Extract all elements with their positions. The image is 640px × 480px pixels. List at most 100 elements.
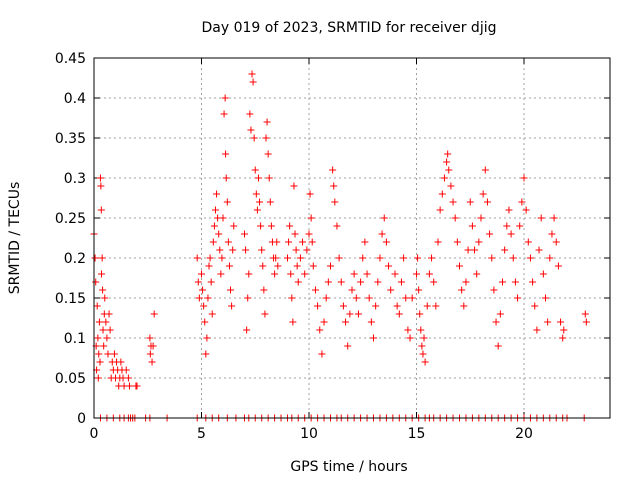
data-point: [247, 126, 255, 134]
data-point: [380, 214, 388, 222]
data-point: [96, 358, 104, 366]
data-point: [245, 270, 253, 278]
data-point: [273, 238, 281, 246]
data-point: [284, 254, 291, 262]
data-point: [370, 334, 377, 342]
data-point: [254, 174, 262, 182]
y-tick-label: 0.05: [55, 371, 86, 387]
data-point: [520, 174, 528, 182]
data-point: [95, 350, 103, 358]
grid-lines: [94, 58, 610, 418]
data-point: [330, 182, 338, 190]
data-point: [209, 238, 217, 246]
x-axis-ticks: 0 5 10 15 20: [90, 58, 533, 442]
data-point: [252, 190, 260, 198]
data-point: [150, 310, 158, 318]
data-point: [505, 206, 513, 214]
data-point: [320, 318, 328, 326]
data-point: [488, 254, 496, 262]
data-point: [376, 254, 384, 262]
data-point: [438, 190, 446, 198]
data-point: [550, 214, 558, 222]
data-point: [229, 246, 237, 254]
data-point: [294, 278, 302, 286]
data-point: [420, 334, 428, 342]
data-point: [348, 286, 356, 294]
data-point: [408, 294, 416, 302]
x-tick-label: 10: [300, 426, 318, 442]
data-point: [385, 262, 393, 270]
data-point: [102, 318, 110, 326]
data-point: [483, 198, 491, 206]
data-point: [535, 246, 543, 254]
data-point: [404, 326, 412, 334]
data-point: [265, 174, 273, 182]
data-point: [222, 174, 230, 182]
data-point: [511, 278, 519, 286]
data-point: [262, 134, 270, 142]
data-point: [430, 278, 438, 286]
data-point: [243, 326, 251, 334]
data-point: [264, 150, 272, 158]
y-axis-label: SRMTID / TECUs: [7, 182, 23, 295]
data-point: [244, 294, 252, 302]
data-point: [96, 174, 104, 182]
data-point: [365, 294, 373, 302]
data-point: [292, 246, 300, 254]
data-point: [301, 270, 309, 278]
data-point: [285, 238, 293, 246]
data-point: [402, 294, 410, 302]
data-point: [227, 286, 235, 294]
data-point: [372, 302, 380, 310]
y-tick-label: 0: [77, 411, 86, 427]
data-point: [98, 270, 106, 278]
data-point: [444, 150, 452, 158]
data-point: [406, 334, 414, 342]
data-point: [546, 254, 554, 262]
data-point: [421, 358, 429, 366]
y-tick-label: 0.35: [55, 131, 86, 147]
data-point: [201, 318, 209, 326]
data-point: [222, 150, 230, 158]
x-tick-label: 5: [197, 426, 206, 442]
data-point: [100, 342, 108, 350]
data-point: [418, 342, 426, 350]
data-point: [101, 294, 109, 302]
data-point: [204, 294, 212, 302]
data-point: [492, 318, 500, 326]
data-point: [514, 294, 522, 302]
data-point: [494, 342, 502, 350]
data-point: [122, 366, 130, 374]
data-point: [199, 286, 207, 294]
data-point: [208, 310, 216, 318]
data-point: [274, 262, 282, 270]
y-tick-label: 0.4: [64, 91, 86, 107]
data-point: [393, 302, 401, 310]
data-point: [503, 222, 511, 230]
data-point: [544, 318, 552, 326]
data-point: [382, 238, 390, 246]
data-point: [299, 238, 307, 246]
y-tick-label: 0.2: [64, 251, 86, 267]
chart-title: Day 019 of 2023, SRMTID for receiver dji…: [202, 20, 497, 36]
y-tick-label: 0.25: [55, 211, 86, 227]
data-point: [216, 246, 224, 254]
data-point: [290, 182, 298, 190]
data-point: [423, 302, 431, 310]
data-point: [400, 254, 408, 262]
data-point: [97, 206, 105, 214]
data-point: [271, 270, 279, 278]
data-point: [331, 198, 339, 206]
data-point: [413, 270, 420, 278]
data-point: [456, 262, 463, 270]
data-point: [526, 254, 534, 262]
data-point: [220, 110, 228, 118]
x-tick-label: 20: [515, 426, 533, 442]
data-point: [288, 294, 296, 302]
data-point: [125, 382, 133, 390]
data-point: [103, 334, 111, 342]
data-point: [335, 254, 343, 262]
data-point: [342, 318, 350, 326]
data-point: [230, 222, 238, 230]
data-point: [124, 374, 132, 382]
